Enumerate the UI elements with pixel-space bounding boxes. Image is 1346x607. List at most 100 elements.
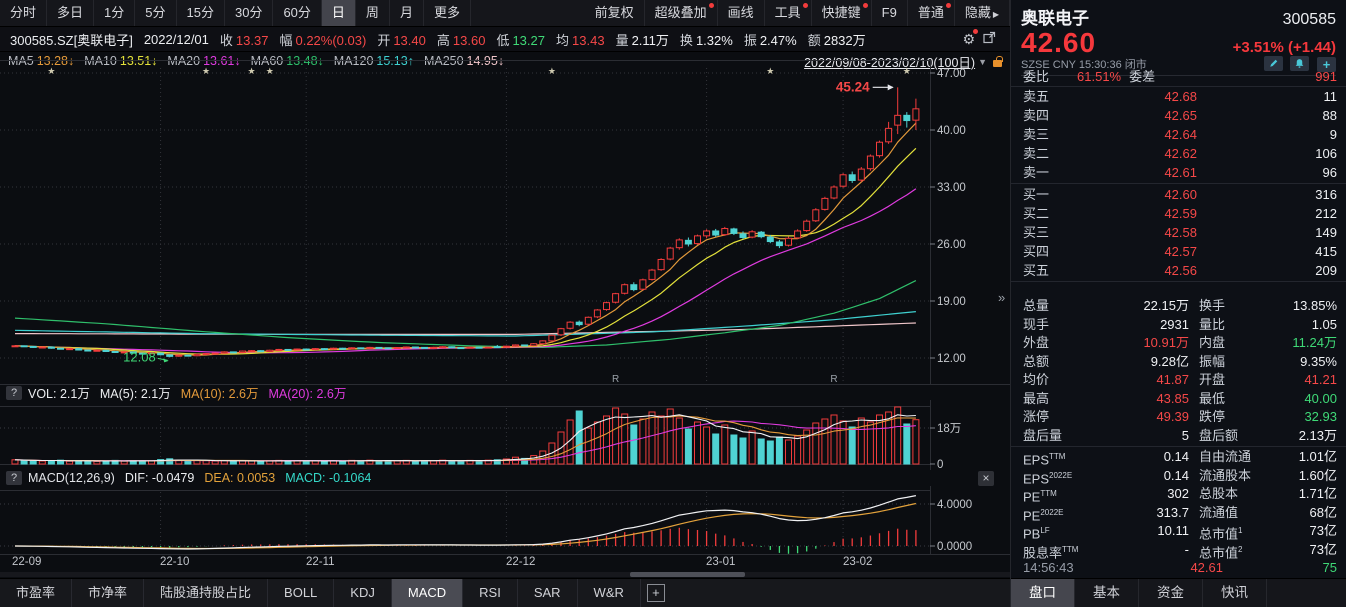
info-field-value: 13.40 <box>393 32 426 48</box>
period-tab-月[interactable]: 月 <box>390 0 424 26</box>
indicator-tab-MACD[interactable]: MACD <box>391 579 464 607</box>
period-tab-1分[interactable]: 1分 <box>94 0 136 26</box>
indicator-tab-W&R[interactable]: W&R <box>578 579 641 607</box>
add-watchlist-icon[interactable]: + <box>1317 57 1336 72</box>
stat-label: 量比 <box>1199 316 1226 332</box>
info-field-label: 额 <box>807 32 821 48</box>
indicator-tab-SAR[interactable]: SAR <box>518 579 578 607</box>
stat-row: 外盘 10.91万 内盘 11.24万 <box>1011 334 1346 353</box>
popout-icon[interactable] <box>983 31 996 47</box>
period-tab-多日[interactable]: 多日 <box>47 0 95 26</box>
indicator-tab-陆股通持股占比[interactable]: 陆股通持股占比 <box>144 579 269 607</box>
ask-volume: 9 <box>1329 127 1337 142</box>
edit-icon[interactable] <box>1263 56 1283 71</box>
indicator-tab-市净率[interactable]: 市净率 <box>72 579 145 607</box>
bid-volume: 316 <box>1315 187 1337 202</box>
svg-text:0.0000: 0.0000 <box>937 541 972 553</box>
panel-collapse-handle[interactable]: » <box>998 290 1006 305</box>
weibi-value: 61.51% <box>1077 69 1122 84</box>
period-tab-分时[interactable]: 分时 <box>0 0 48 26</box>
time-axis-label: 23-02 <box>843 556 873 568</box>
weicha-label: 委差 <box>1129 69 1156 84</box>
vol-header-item: MA(5): 2.1万 <box>99 387 171 401</box>
candlestick-chart[interactable]: 47.00 40.00 33.00 26.00 19.00 12.00 ★ ★ ★ ★ ★ ★ ★ R R 4… <box>0 60 1010 385</box>
chart-scrollbar[interactable] <box>0 572 1010 577</box>
tick-row-clipped: 14:56:43 42.61 75 <box>1011 560 1346 572</box>
ohlc-fields: 收 13.37 幅 0.22%(0.03) 开 13.40 高 13.60 低 13.27 均 13.… <box>220 30 877 49</box>
toolbar-item-工具[interactable]: 工具 <box>765 0 812 26</box>
info-field-label: 振 <box>743 32 757 48</box>
bid-price[interactable]: 42.57 <box>1164 244 1197 259</box>
bid-price[interactable]: 42.56 <box>1164 263 1197 278</box>
weibi-label: 委比 <box>1023 69 1050 84</box>
period-tab-5分[interactable]: 5分 <box>135 0 177 26</box>
period-tab-日[interactable]: 日 <box>321 0 356 26</box>
stat-label: PE2022E <box>1023 507 1064 523</box>
bid-price[interactable]: 42.58 <box>1164 225 1197 240</box>
stat-value: 68亿 <box>1309 504 1337 520</box>
indicator-tab-KDJ[interactable]: KDJ <box>334 579 392 607</box>
bid-label: 买三 <box>1023 225 1050 240</box>
add-indicator-button[interactable]: + <box>646 584 665 602</box>
ask-price[interactable]: 42.65 <box>1164 108 1197 123</box>
ask-price[interactable]: 42.61 <box>1164 165 1197 180</box>
date-range-label[interactable]: 2022/09/08-2023/02/10(100日) <box>804 56 976 70</box>
info-field-label: 量 <box>615 32 629 48</box>
indicator-tab-RSI[interactable]: RSI <box>463 579 518 607</box>
stock-code: 300585 <box>1282 11 1336 28</box>
stat-label: 内盘 <box>1199 335 1226 350</box>
info-field-value: 13.60 <box>452 32 486 48</box>
vol-header-item: MA(10): 2.6万 <box>180 387 259 401</box>
period-tab-周[interactable]: 周 <box>356 0 390 26</box>
quote-tab-基本[interactable]: 基本 <box>1075 579 1139 607</box>
chevron-right-icon: ▶ <box>992 10 999 19</box>
date-range-selector[interactable]: 2022/09/08-2023/02/10(100日) ▼ <box>804 52 1003 71</box>
notification-dot <box>945 3 951 8</box>
svg-text:R: R <box>830 374 837 385</box>
period-tab-30分[interactable]: 30分 <box>225 0 274 26</box>
help-icon[interactable]: ? <box>6 385 22 400</box>
toolbar-item-超级叠加[interactable]: 超级叠加 <box>645 0 718 26</box>
chevron-down-icon[interactable]: ▼ <box>978 56 987 67</box>
help-icon[interactable]: ? <box>6 471 22 485</box>
period-toolbar: 分时 多日 1分 5分 15分 30分 60分日周月更多 前复权 超级叠加 画线 工具 快捷键 F9 普… <box>0 0 1010 27</box>
toolbar-item-隐藏[interactable]: 隐藏 ▶ <box>955 0 1010 26</box>
svg-text:★: ★ <box>766 66 774 76</box>
toolbar-item-普通[interactable]: 普通 <box>908 0 955 26</box>
bid-price[interactable]: 42.59 <box>1164 206 1197 221</box>
info-field-低: 低 13.27 <box>496 30 545 49</box>
toolbar-item-前复权[interactable]: 前复权 <box>585 0 645 26</box>
stat-label: 振幅 <box>1199 353 1226 369</box>
stat-value: 0.14 <box>1163 467 1189 483</box>
tick-volume: 75 <box>1322 560 1337 572</box>
close-icon[interactable]: × <box>978 471 994 486</box>
ask-price[interactable]: 42.68 <box>1164 89 1197 104</box>
time-axis-label: 22-10 <box>160 556 190 568</box>
ask-price[interactable]: 42.62 <box>1164 146 1197 161</box>
toolbar-item-F9[interactable]: F9 <box>872 0 908 26</box>
info-field-label: 高 <box>436 32 450 48</box>
indicator-tab-BOLL[interactable]: BOLL <box>268 579 335 607</box>
period-tab-15分[interactable]: 15分 <box>177 0 225 26</box>
period-tab-60分[interactable]: 60分 <box>273 0 322 26</box>
quote-tab-盘口[interactable]: 盘口 <box>1011 579 1075 607</box>
svg-text:26.00: 26.00 <box>937 239 966 251</box>
ask-price[interactable]: 42.64 <box>1164 127 1197 142</box>
stat-value: 5 <box>1181 427 1189 443</box>
scrollbar-thumb[interactable] <box>630 572 745 577</box>
period-tab-更多[interactable]: 更多 <box>424 0 471 26</box>
ask-volume: 88 <box>1322 108 1337 123</box>
quote-tab-快讯[interactable]: 快讯 <box>1203 579 1267 607</box>
bid-price[interactable]: 42.60 <box>1164 187 1197 202</box>
macd-chart[interactable]: 4.0000 0.0000 <box>0 486 1010 555</box>
stat-row: 股息率TTM - 总市值2 73亿 <box>1011 541 1346 560</box>
toolbar-item-快捷键[interactable]: 快捷键 <box>812 0 872 26</box>
indicator-tab-市盈率[interactable]: 市盈率 <box>0 579 73 607</box>
quote-tab-资金[interactable]: 资金 <box>1139 579 1203 607</box>
gear-icon[interactable]: ⚙ <box>962 29 978 48</box>
toolbar-item-画线[interactable]: 画线 <box>718 0 765 26</box>
alert-bell-icon[interactable] <box>1290 56 1310 71</box>
unlock-icon[interactable] <box>993 55 1003 67</box>
ask-label: 卖三 <box>1023 127 1050 142</box>
volume-chart[interactable]: 18万 0 <box>0 400 1010 470</box>
